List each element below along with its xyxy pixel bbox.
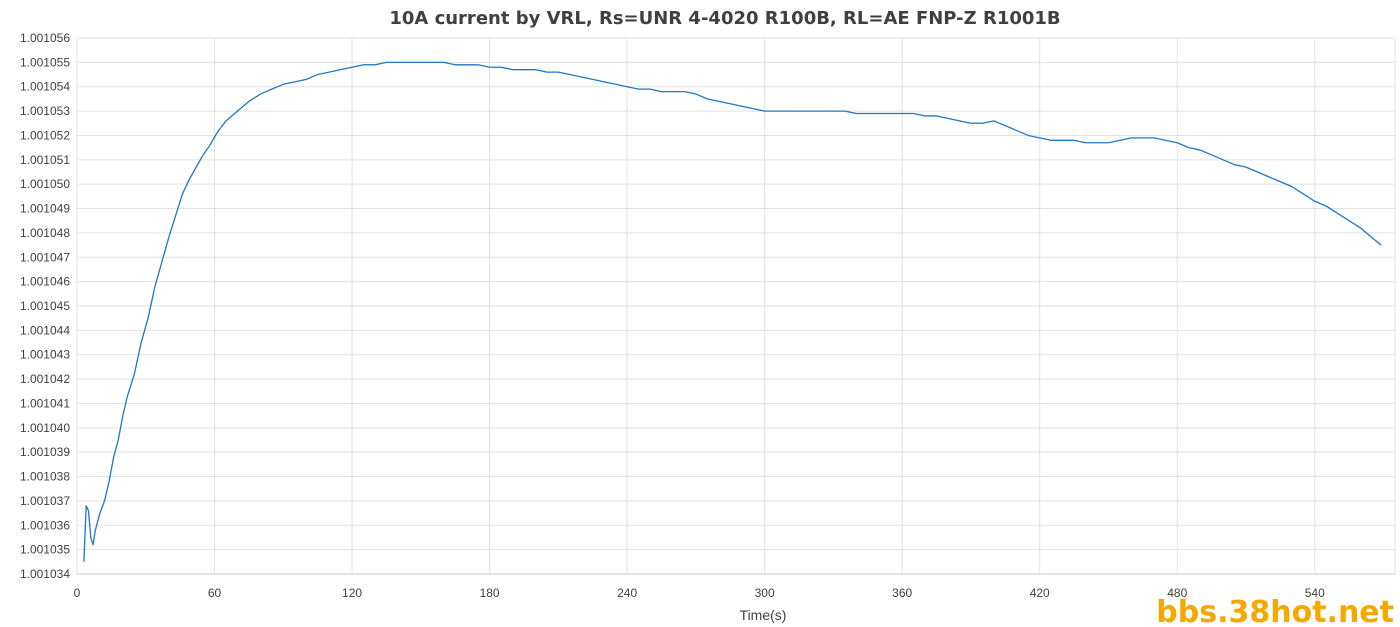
x-tick-label: 120 [342, 586, 362, 600]
y-tick-label: 1.001053 [20, 104, 70, 118]
y-tick-label: 1.001034 [20, 567, 70, 581]
chart-title: 10A current by VRL, Rs=UNR 4-4020 R100B,… [389, 8, 1060, 29]
x-tick-label: 360 [892, 586, 912, 600]
y-tick-label: 1.001056 [20, 31, 70, 45]
series-layer [83, 61, 1382, 562]
x-tick-label: 420 [1030, 586, 1050, 600]
x-tick-label: 0 [74, 586, 81, 600]
y-tick-label: 1.001037 [20, 494, 70, 508]
x-tick-label: 240 [617, 586, 637, 600]
x-tick-label: 60 [208, 586, 222, 600]
gridlines [76, 37, 1396, 575]
y-tick-label: 1.001055 [20, 55, 70, 69]
y-tick-label: 1.001040 [20, 421, 70, 435]
y-tick-label: 1.001042 [20, 372, 70, 386]
y-tick-label: 1.001046 [20, 275, 70, 289]
y-tick-label: 1.001049 [20, 202, 70, 216]
y-tick-label: 1.001035 [20, 543, 70, 557]
y-tick-label: 1.001043 [20, 348, 70, 362]
x-axis-ticks: 0 60 120 180 240 300 360 420 480 540 [74, 586, 1325, 600]
x-tick-label: 300 [755, 586, 775, 600]
y-tick-label: 1.001036 [20, 518, 70, 532]
y-tick-label: 1.001039 [20, 445, 70, 459]
y-tick-label: 1.001050 [20, 177, 70, 191]
watermark: bbs.38hot.net [1156, 595, 1394, 627]
y-tick-label: 1.001051 [20, 153, 70, 167]
x-axis-label: Time(s) [740, 607, 787, 623]
x-tick-label: 540 [1305, 586, 1325, 600]
x-tick-label: 180 [480, 586, 500, 600]
y-tick-label: 1.001047 [20, 250, 70, 264]
y-tick-label: 1.001041 [20, 396, 70, 410]
x-tick-label: 480 [1167, 586, 1187, 600]
y-tick-label: 1.001038 [20, 470, 70, 484]
y-axis-ticks: 1.001034 1.001035 1.001036 1.001037 1.001038… [20, 31, 70, 581]
y-tick-label: 1.001045 [20, 299, 70, 313]
y-tick-label: 1.001052 [20, 128, 70, 142]
y-tick-label: 1.001044 [20, 323, 70, 337]
y-tick-label: 1.001054 [20, 80, 70, 94]
series-line [83, 61, 1382, 562]
y-tick-label: 1.001048 [20, 226, 70, 240]
